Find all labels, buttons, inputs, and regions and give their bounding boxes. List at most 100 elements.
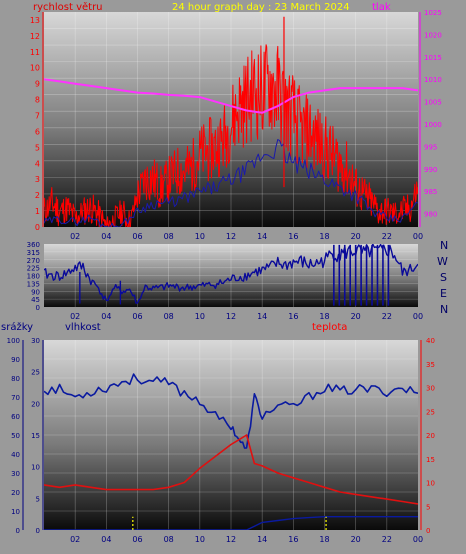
rain-tick-10: 10 xyxy=(11,508,20,516)
pressure-tick-1015: 1015 xyxy=(424,54,442,62)
wind-tick-0: 0 xyxy=(35,223,40,232)
direction-panel-series xyxy=(44,244,418,306)
x-tick-label-18: 18 xyxy=(319,312,329,321)
wind-tick-7: 7 xyxy=(35,112,40,121)
humidity-tick-20: 20 xyxy=(31,400,40,408)
x-tick-label-08: 08 xyxy=(164,232,174,241)
rain-tick-70: 70 xyxy=(11,394,20,402)
x-tick-label-10: 10 xyxy=(195,312,205,321)
wind-average-line xyxy=(44,139,418,227)
x-tick-label-16: 16 xyxy=(288,535,298,544)
pressure-tick-1020: 1020 xyxy=(424,31,442,39)
x-tick-label-08: 08 xyxy=(164,312,174,321)
x-tick-label-06: 06 xyxy=(132,232,142,241)
rain-tick-40: 40 xyxy=(11,451,20,459)
temperature-tick-40: 40 xyxy=(426,337,435,345)
x-tick-label-22: 22 xyxy=(382,232,392,241)
rain-tick-20: 20 xyxy=(11,489,20,497)
x-tick-label-16: 16 xyxy=(288,312,298,321)
pressure-tick-1025: 1025 xyxy=(424,9,442,17)
rain-tick-80: 80 xyxy=(11,375,20,383)
x-tick-label-10: 10 xyxy=(195,232,205,241)
humidity-tick-0: 0 xyxy=(36,527,40,535)
direction-tick-225: 225 xyxy=(27,265,40,273)
x-tick-label-04: 04 xyxy=(101,232,111,241)
x-tick-label-14: 14 xyxy=(257,535,267,544)
pressure-axis-label: tlak xyxy=(372,2,391,13)
rain-total-line xyxy=(44,516,418,530)
x-tick-label-10: 10 xyxy=(195,535,205,544)
temperature-line xyxy=(44,434,418,505)
x-tick-label-06: 06 xyxy=(132,312,142,321)
x-tick-label-04: 04 xyxy=(101,312,111,321)
compass-e: E xyxy=(440,287,447,300)
x-tick-label-20: 20 xyxy=(351,535,361,544)
compass-s: S xyxy=(440,271,447,284)
rain-tick-90: 90 xyxy=(11,356,20,364)
x-tick-label-16: 16 xyxy=(288,232,298,241)
x-tick-label-12: 12 xyxy=(226,535,236,544)
x-tick-label-02: 02 xyxy=(70,535,80,544)
wind-tick-13: 13 xyxy=(30,16,40,25)
humidity-tick-30: 30 xyxy=(31,337,40,345)
wind-tick-8: 8 xyxy=(35,96,40,105)
x-tick-label-18: 18 xyxy=(319,535,329,544)
wind-panel-axes: 0123456789101112139809859909951000100510… xyxy=(30,9,442,241)
x-tick-label-18: 18 xyxy=(319,232,329,241)
pressure-tick-995: 995 xyxy=(424,143,437,151)
wind-tick-9: 9 xyxy=(35,80,40,89)
wind-tick-3: 3 xyxy=(35,175,40,184)
pressure-tick-1000: 1000 xyxy=(424,121,442,129)
x-tick-label-20: 20 xyxy=(351,232,361,241)
x-tick-label-12: 12 xyxy=(226,312,236,321)
wind-axis-label: rychlost větru xyxy=(33,1,103,13)
humidity-tick-15: 15 xyxy=(31,432,40,440)
pressure-tick-990: 990 xyxy=(424,166,437,174)
pressure-line xyxy=(44,78,418,114)
humidity-panel-background xyxy=(44,340,418,530)
rain-tick-30: 30 xyxy=(11,470,20,478)
direction-tick-90: 90 xyxy=(31,288,40,296)
compass-n-top: N xyxy=(440,239,448,252)
wind-tick-6: 6 xyxy=(35,127,40,136)
rain-tick-0: 0 xyxy=(16,527,20,535)
pressure-tick-985: 985 xyxy=(424,188,437,196)
direction-tick-0: 0 xyxy=(36,304,40,312)
direction-tick-360: 360 xyxy=(27,241,40,249)
humidity-tick-5: 5 xyxy=(36,495,40,503)
temperature-tick-15: 15 xyxy=(426,456,435,464)
rain-axis-label: srážky xyxy=(1,321,33,333)
x-tick-label-00: 00 xyxy=(413,535,423,544)
x-tick-label-22: 22 xyxy=(382,312,392,321)
x-tick-label-00: 00 xyxy=(413,312,423,321)
x-tick-label-14: 14 xyxy=(257,312,267,321)
wind-tick-12: 12 xyxy=(30,32,40,41)
humidity-panel-axes: 0102030405060708090100051015202530051015… xyxy=(7,337,435,544)
rain-tick-60: 60 xyxy=(11,413,20,421)
pressure-tick-980: 980 xyxy=(424,211,437,219)
humidity-tick-10: 10 xyxy=(31,464,40,472)
temperature-tick-10: 10 xyxy=(426,480,435,488)
temperature-tick-35: 35 xyxy=(426,361,435,369)
wind-tick-11: 11 xyxy=(30,48,40,57)
temperature-axis-label: teplota xyxy=(312,322,347,333)
graph-title: 24 hour graph day : 23 March 2024 xyxy=(172,2,350,13)
pressure-tick-1010: 1010 xyxy=(424,76,442,84)
direction-tick-135: 135 xyxy=(27,280,40,288)
humidity-panel-series xyxy=(44,373,418,530)
humidity-axis-label: vlhkost xyxy=(65,322,101,333)
x-tick-label-12: 12 xyxy=(226,232,236,241)
compass-w: W xyxy=(437,255,448,268)
wind-tick-2: 2 xyxy=(35,191,40,200)
pressure-tick-1005: 1005 xyxy=(424,99,442,107)
x-tick-label-04: 04 xyxy=(101,535,111,544)
wind-panel-series xyxy=(44,16,418,227)
wind-tick-1: 1 xyxy=(35,207,40,216)
temperature-tick-5: 5 xyxy=(426,503,430,511)
x-tick-label-02: 02 xyxy=(70,312,80,321)
x-tick-label-20: 20 xyxy=(351,312,361,321)
wind-tick-4: 4 xyxy=(35,159,40,168)
temperature-tick-0: 0 xyxy=(426,527,430,535)
